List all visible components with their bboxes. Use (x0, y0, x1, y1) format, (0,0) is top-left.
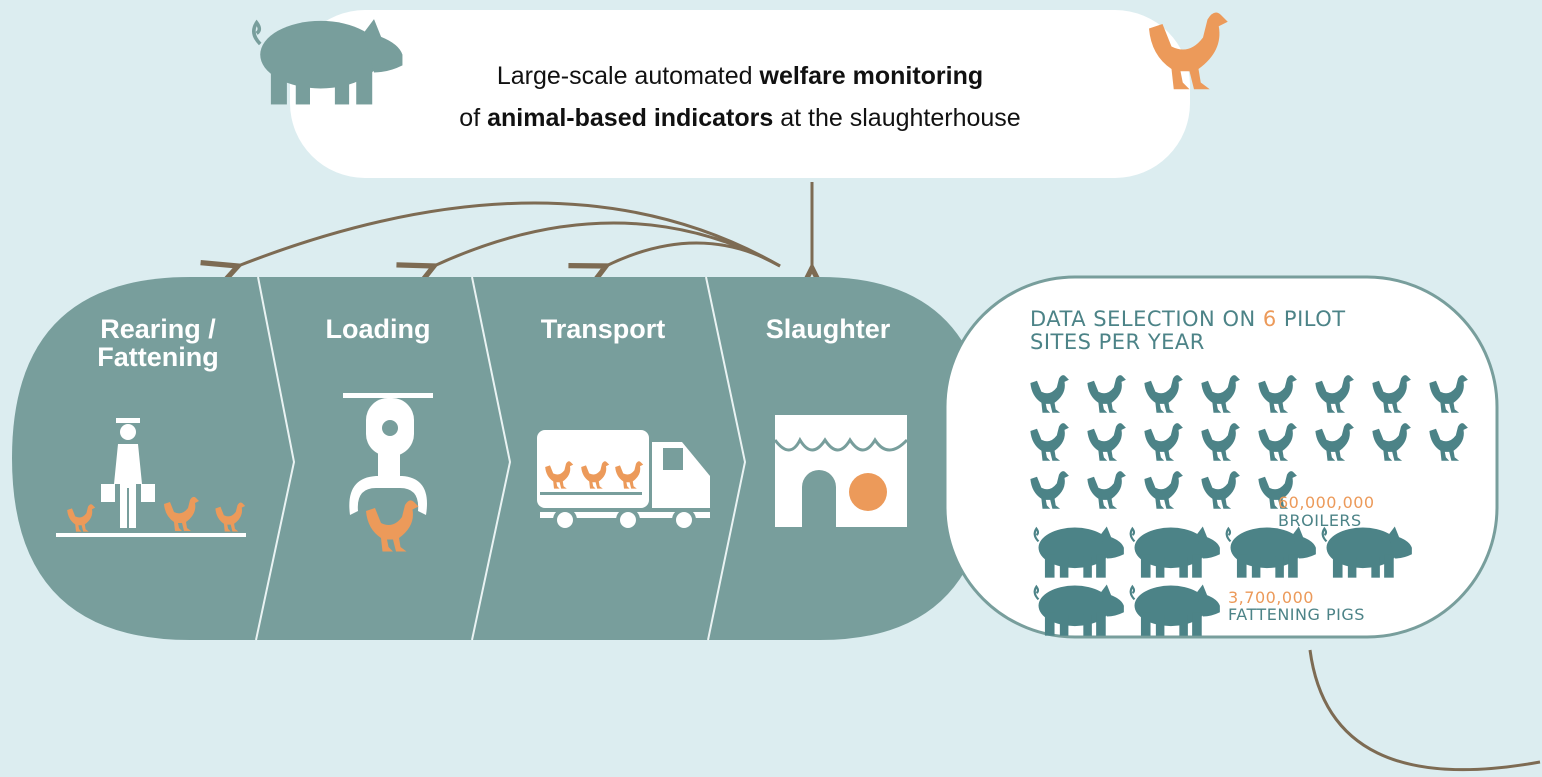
header-line: Large-scale automated welfare monitoring (497, 62, 983, 90)
data-title: DATA SELECTION ON 6 PILOT (1030, 307, 1346, 331)
page: {"header": {"lines": [ [{"text": "Large-… (0, 0, 1542, 777)
stage-label: Rearing / (100, 314, 216, 344)
stage-label: Transport (541, 314, 666, 344)
header-segment: of (459, 104, 487, 132)
stage-label: Fattening (97, 342, 219, 372)
pig-label: FATTENING PIGS (1228, 605, 1365, 624)
header-segment: Large-scale automated (497, 62, 760, 90)
stage-label: Loading (326, 314, 431, 344)
header-segment: welfare monitoring (759, 62, 984, 90)
stage-label: Slaughter (766, 314, 891, 344)
header-segment: at the slaughterhouse (773, 104, 1020, 132)
title-segment: PILOT (1277, 307, 1346, 331)
broiler-number: 60,000,000 (1278, 493, 1375, 512)
data-box (945, 277, 1497, 637)
broiler-label: BROILERS (1278, 511, 1362, 530)
title-segment: DATA SELECTION ON (1030, 307, 1263, 331)
data-title: SITES PER YEAR (1030, 330, 1205, 354)
header-segment: animal-based indicators (487, 104, 773, 132)
header-box (290, 10, 1190, 178)
title-segment: 6 (1263, 307, 1277, 331)
shop-icon (775, 415, 907, 527)
header-line: of animal-based indicators at the slaugh… (459, 104, 1020, 132)
diagram: Large-scale automated welfare monitoring… (0, 0, 1542, 777)
